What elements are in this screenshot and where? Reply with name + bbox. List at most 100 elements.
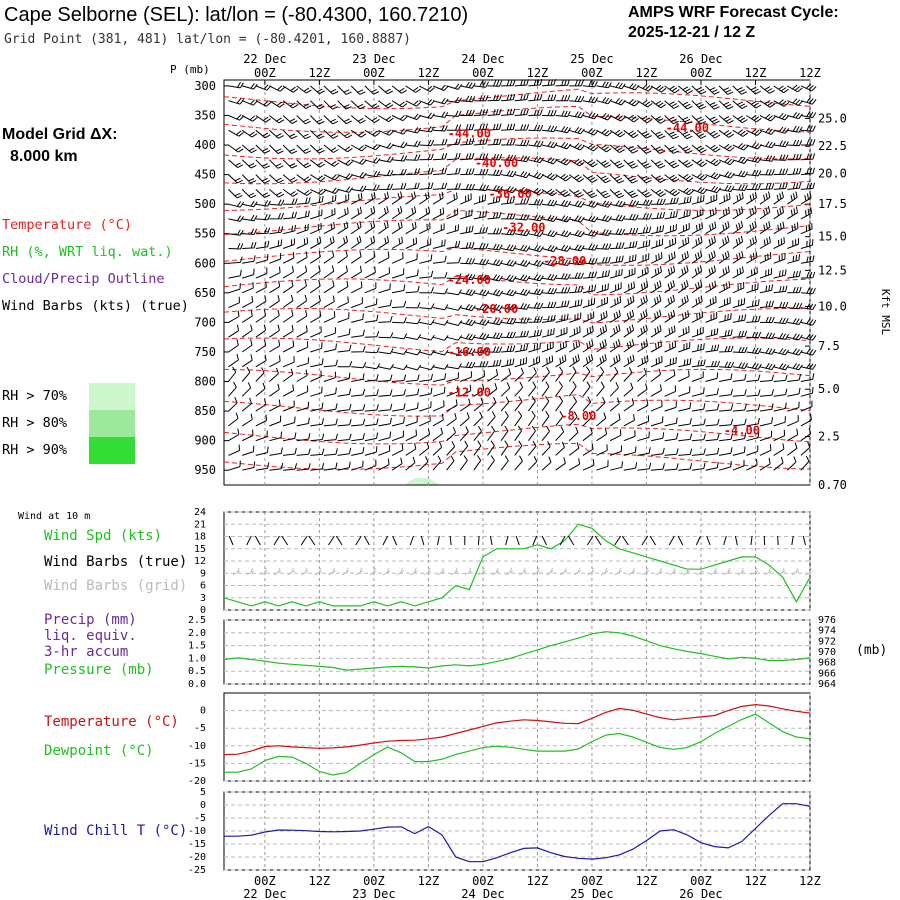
wind-barb [705,158,721,167]
wind-barb [255,115,271,123]
wind-barb [241,382,252,397]
wind-barb [637,99,653,108]
wind-barb [582,366,591,382]
wind-barb [255,213,271,221]
wind-barb [432,223,445,235]
wind-barb [650,280,662,294]
height-axis-label: Kft MSL [879,289,892,336]
wind-barb [500,368,512,382]
wind-barb [773,140,789,148]
wind-barb [664,463,679,471]
surface-rh-patch [405,477,440,485]
wind-barb [350,235,362,249]
wind-barb-grid [232,567,241,576]
wind-barb [719,388,733,397]
wind-barb [691,144,707,154]
wind-barb [541,214,558,222]
wind-barb [650,174,666,183]
wind-barb [691,387,705,397]
wind-barb [787,222,799,235]
wind-barb [732,314,747,323]
wind-barb [269,129,284,139]
wind-barb-grid [532,567,541,576]
wind-barb [637,83,653,92]
wind-barb [391,128,408,135]
pressure-tick-label: 900 [194,434,216,448]
wind-barb [269,462,284,471]
wind-barb [787,333,803,341]
wind-barb [432,441,443,456]
wind-barb [718,313,732,323]
wind-barb [664,197,679,205]
wind-barb [337,159,354,166]
wind-barb [637,339,649,353]
wind-barb [378,115,394,123]
wind-barb [732,362,749,369]
pressure-tick-label-right: 976 [818,615,836,626]
wind-barb [446,138,461,146]
wind-barb [310,265,321,279]
wind-barb [623,414,635,427]
pressure-tick-label-right: 966 [818,668,836,679]
wind-barb [228,174,243,184]
wind-barb [541,381,550,397]
wind-barb [623,254,637,264]
wind-barb [350,85,366,95]
wind-barb [555,300,570,309]
wind-barb [609,268,623,279]
wind-barb [719,447,733,456]
wind-barb [677,129,693,140]
wind-barb [405,456,416,471]
wind-barb [269,309,280,323]
wind-barb [609,382,619,397]
wind-barb [323,129,339,139]
bottom-time-tick: 12Z [636,874,658,888]
wind-barb [351,329,365,338]
wind-barb [541,156,558,165]
wind-barb-true [750,535,753,546]
wind-barb [460,257,476,265]
wind-barb [392,403,406,412]
wind-barb [378,206,389,220]
wind-barb [487,195,501,205]
pressure-tick-label-right: 970 [818,647,836,658]
wind-barb [773,456,784,471]
wind-barb-true [777,535,779,546]
wind-barb [569,272,584,279]
wind-barb [705,235,716,249]
wind-barb [664,115,679,125]
wind-barb [337,186,354,193]
wind-barb [541,396,550,412]
wind-barb [787,318,803,325]
series-line-dewpoint-c- [224,713,811,776]
wind-barb [460,318,476,326]
wind-barb [705,418,720,427]
wind-barb [773,301,789,309]
wind-barb [364,330,380,338]
wind-barb [296,144,311,154]
wind-barb [528,244,544,253]
wind-barb [473,168,489,176]
wind-barb [759,221,771,235]
wind-barb [242,255,256,264]
wind-barb [555,411,564,427]
wind-barb [269,324,280,338]
wind-barb [337,100,352,110]
wind-barb [378,85,394,95]
wind-barb [787,238,799,249]
bottom-time-tick: 12Z [745,874,767,888]
wind-barb [732,298,746,309]
wind-barb [351,460,364,471]
wind-barb [664,224,677,235]
panel-tick-label: 0 [200,605,206,616]
wind-barb [582,396,592,412]
wind-barb [677,85,693,95]
wind-barb [255,354,267,368]
wind-barb [705,433,720,442]
wind-barb [405,415,418,427]
wind-barb [310,402,324,412]
wind-barb [705,144,721,153]
bottom-time-tick: 12Z [527,874,549,888]
panel-tick-label: 12 [194,556,206,567]
wind-barb [419,287,434,294]
